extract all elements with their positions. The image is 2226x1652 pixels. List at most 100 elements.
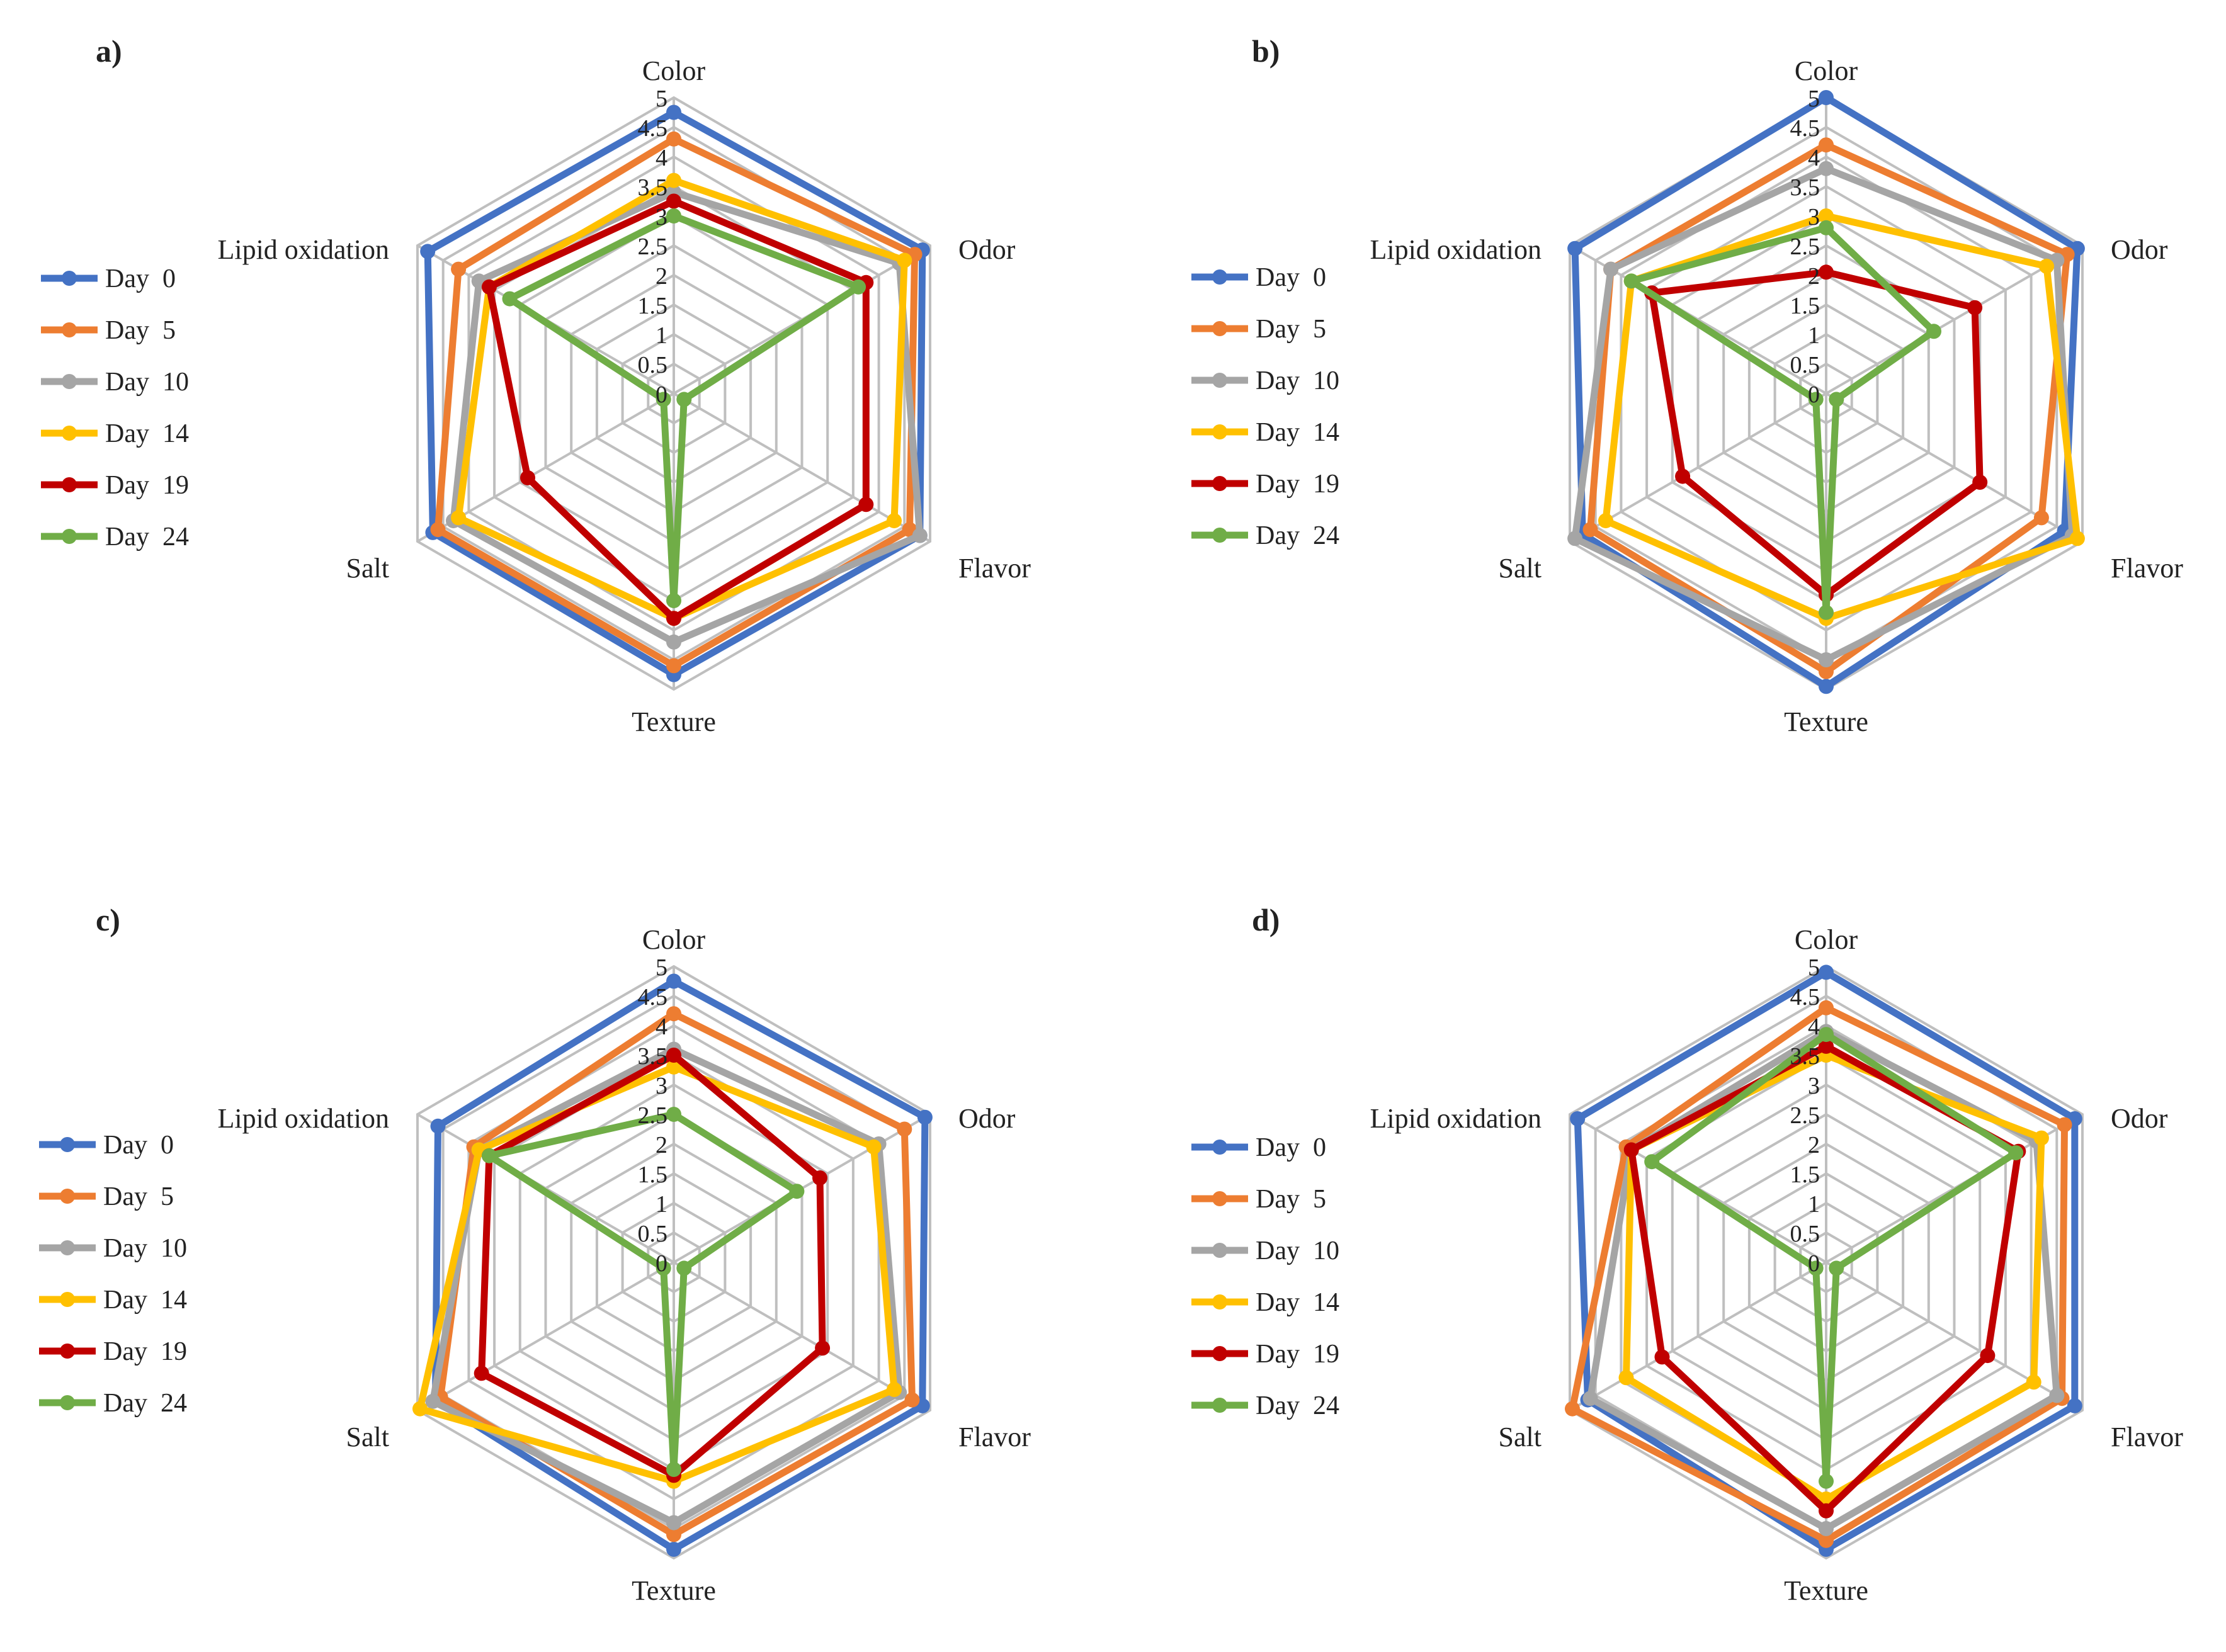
series-day-19	[481, 193, 874, 626]
legend-marker	[60, 1292, 75, 1307]
legend-item-day-5: Day 5	[39, 1182, 174, 1211]
data-point-day-5-texture	[666, 1527, 681, 1542]
tick-label-2-5: 2.5	[1790, 234, 1820, 260]
spoke-salt	[1569, 1261, 1827, 1412]
legend-label: Day 0	[105, 264, 176, 293]
data-point-day-24-salt	[656, 1260, 671, 1276]
data-point-day-5-salt	[1582, 522, 1598, 538]
data-point-day-24-odor	[789, 1184, 805, 1199]
tick-label-2: 2	[1808, 263, 1820, 290]
axis-label-texture: Texture	[632, 706, 716, 737]
legend-item-day-10: Day 10	[41, 368, 189, 397]
tick-label-2: 2	[656, 263, 667, 290]
axis-label-lipid-oxidation: Lipid oxidation	[217, 234, 389, 265]
tick-label-3: 3	[656, 1073, 667, 1099]
data-point-day-19-salt	[1654, 1349, 1670, 1365]
tick-label-0: 0	[1808, 1250, 1820, 1277]
data-point-day-24-texture	[1819, 1473, 1834, 1489]
tick-label-4-5: 4.5	[1790, 984, 1820, 1010]
legend-marker	[1212, 476, 1227, 491]
data-point-day-14-salt	[1598, 513, 1613, 529]
legend-label: Day 19	[103, 1337, 187, 1366]
data-point-day-5-texture	[1819, 664, 1834, 679]
legend-label: Day 10	[1256, 366, 1339, 395]
tick-label-3: 3	[1808, 1073, 1820, 1099]
data-point-day-5-color	[1819, 137, 1834, 153]
axis-label-salt: Salt	[1499, 1422, 1542, 1452]
data-point-day-19-color	[1819, 264, 1834, 280]
legend-item-day-14: Day 14	[39, 1286, 187, 1315]
data-point-day-24-flavor	[1829, 392, 1844, 407]
legend-label: Day 24	[105, 523, 189, 552]
data-point-day-24-color	[1819, 220, 1834, 235]
tick-label-0: 0	[1808, 382, 1820, 408]
spoke-salt	[1569, 392, 1827, 543]
legend-item-day-0: Day 0	[1191, 263, 1326, 292]
data-point-day-24-odor	[2008, 1145, 2024, 1161]
data-point-day-24-odor	[851, 279, 866, 295]
data-point-day-24-color	[666, 208, 681, 223]
legend-marker	[62, 322, 77, 337]
tick-label-4-5: 4.5	[638, 115, 668, 142]
legend-label: Day 24	[103, 1389, 187, 1418]
data-point-day-5-color	[666, 131, 681, 147]
legend-label: Day 0	[1256, 1133, 1326, 1162]
legend-item-day-19: Day 19	[39, 1337, 187, 1366]
tick-label-3: 3	[1808, 204, 1820, 230]
tick-label-0-5: 0.5	[638, 1221, 668, 1247]
data-point-day-24-texture	[1819, 604, 1834, 620]
data-point-day-0-flavor	[2067, 1398, 2082, 1413]
panel-label: a)	[96, 33, 122, 69]
legend-item-day-19: Day 19	[41, 471, 189, 500]
data-point-day-5-odor	[897, 1121, 912, 1137]
data-point-day-10-color	[1819, 161, 1834, 176]
axis-label-salt: Salt	[346, 553, 389, 584]
data-point-day-24-salt	[1808, 1260, 1824, 1276]
legend-marker	[62, 426, 77, 441]
tick-label-5: 5	[1808, 954, 1820, 981]
axis-label-color: Color	[642, 55, 706, 86]
data-point-day-14-flavor	[2026, 1374, 2041, 1390]
axis-label-odor: Odor	[958, 234, 1016, 265]
tick-label-3-5: 3.5	[638, 174, 668, 201]
tick-label-4: 4	[1808, 145, 1820, 171]
legend-label: Day 10	[1256, 1236, 1339, 1265]
axis-label-odor: Odor	[2111, 1103, 2168, 1134]
legend-label: Day 10	[103, 1234, 187, 1263]
data-point-day-10-lipid-oxidation	[1603, 261, 1619, 277]
spoke-salt	[416, 1261, 675, 1412]
data-point-day-5-color	[1819, 1000, 1834, 1016]
data-point-day-0-lipid-oxidation	[420, 244, 436, 259]
data-point-day-19-salt	[1675, 468, 1691, 484]
series-day-5	[430, 131, 923, 674]
axis-label-flavor: Flavor	[958, 553, 1031, 584]
data-point-day-19-color	[1819, 1038, 1834, 1054]
data-point-day-14-odor	[2039, 258, 2054, 274]
tick-label-1: 1	[656, 1191, 667, 1218]
legend-marker	[62, 271, 77, 286]
data-point-day-24-color	[666, 1107, 681, 1122]
axis-label-color: Color	[1795, 55, 1858, 86]
data-point-day-19-texture	[666, 611, 681, 626]
legend-marker	[60, 1137, 75, 1152]
legend-marker	[1212, 1398, 1227, 1413]
series-day-24	[1623, 220, 1941, 620]
axis-label-flavor: Flavor	[2111, 1422, 2183, 1452]
legend-item-day-5: Day 5	[41, 316, 176, 345]
legend-marker	[1212, 1140, 1227, 1155]
tick-label-1-5: 1.5	[638, 293, 668, 319]
data-point-day-14-flavor	[887, 1382, 902, 1398]
legend-item-day-5: Day 5	[1191, 315, 1326, 344]
data-point-day-0-color	[666, 973, 681, 989]
data-point-day-19-texture	[1819, 1503, 1834, 1519]
spoke-odor	[1826, 244, 2084, 395]
legend: Day 0 Day 5 Day 10 Day 14 Day 19 Day 24	[39, 1131, 187, 1418]
data-point-day-14-salt	[412, 1401, 428, 1417]
legend-marker	[1212, 321, 1227, 336]
tick-label-1: 1	[1808, 322, 1820, 349]
series-day-24	[502, 208, 866, 608]
